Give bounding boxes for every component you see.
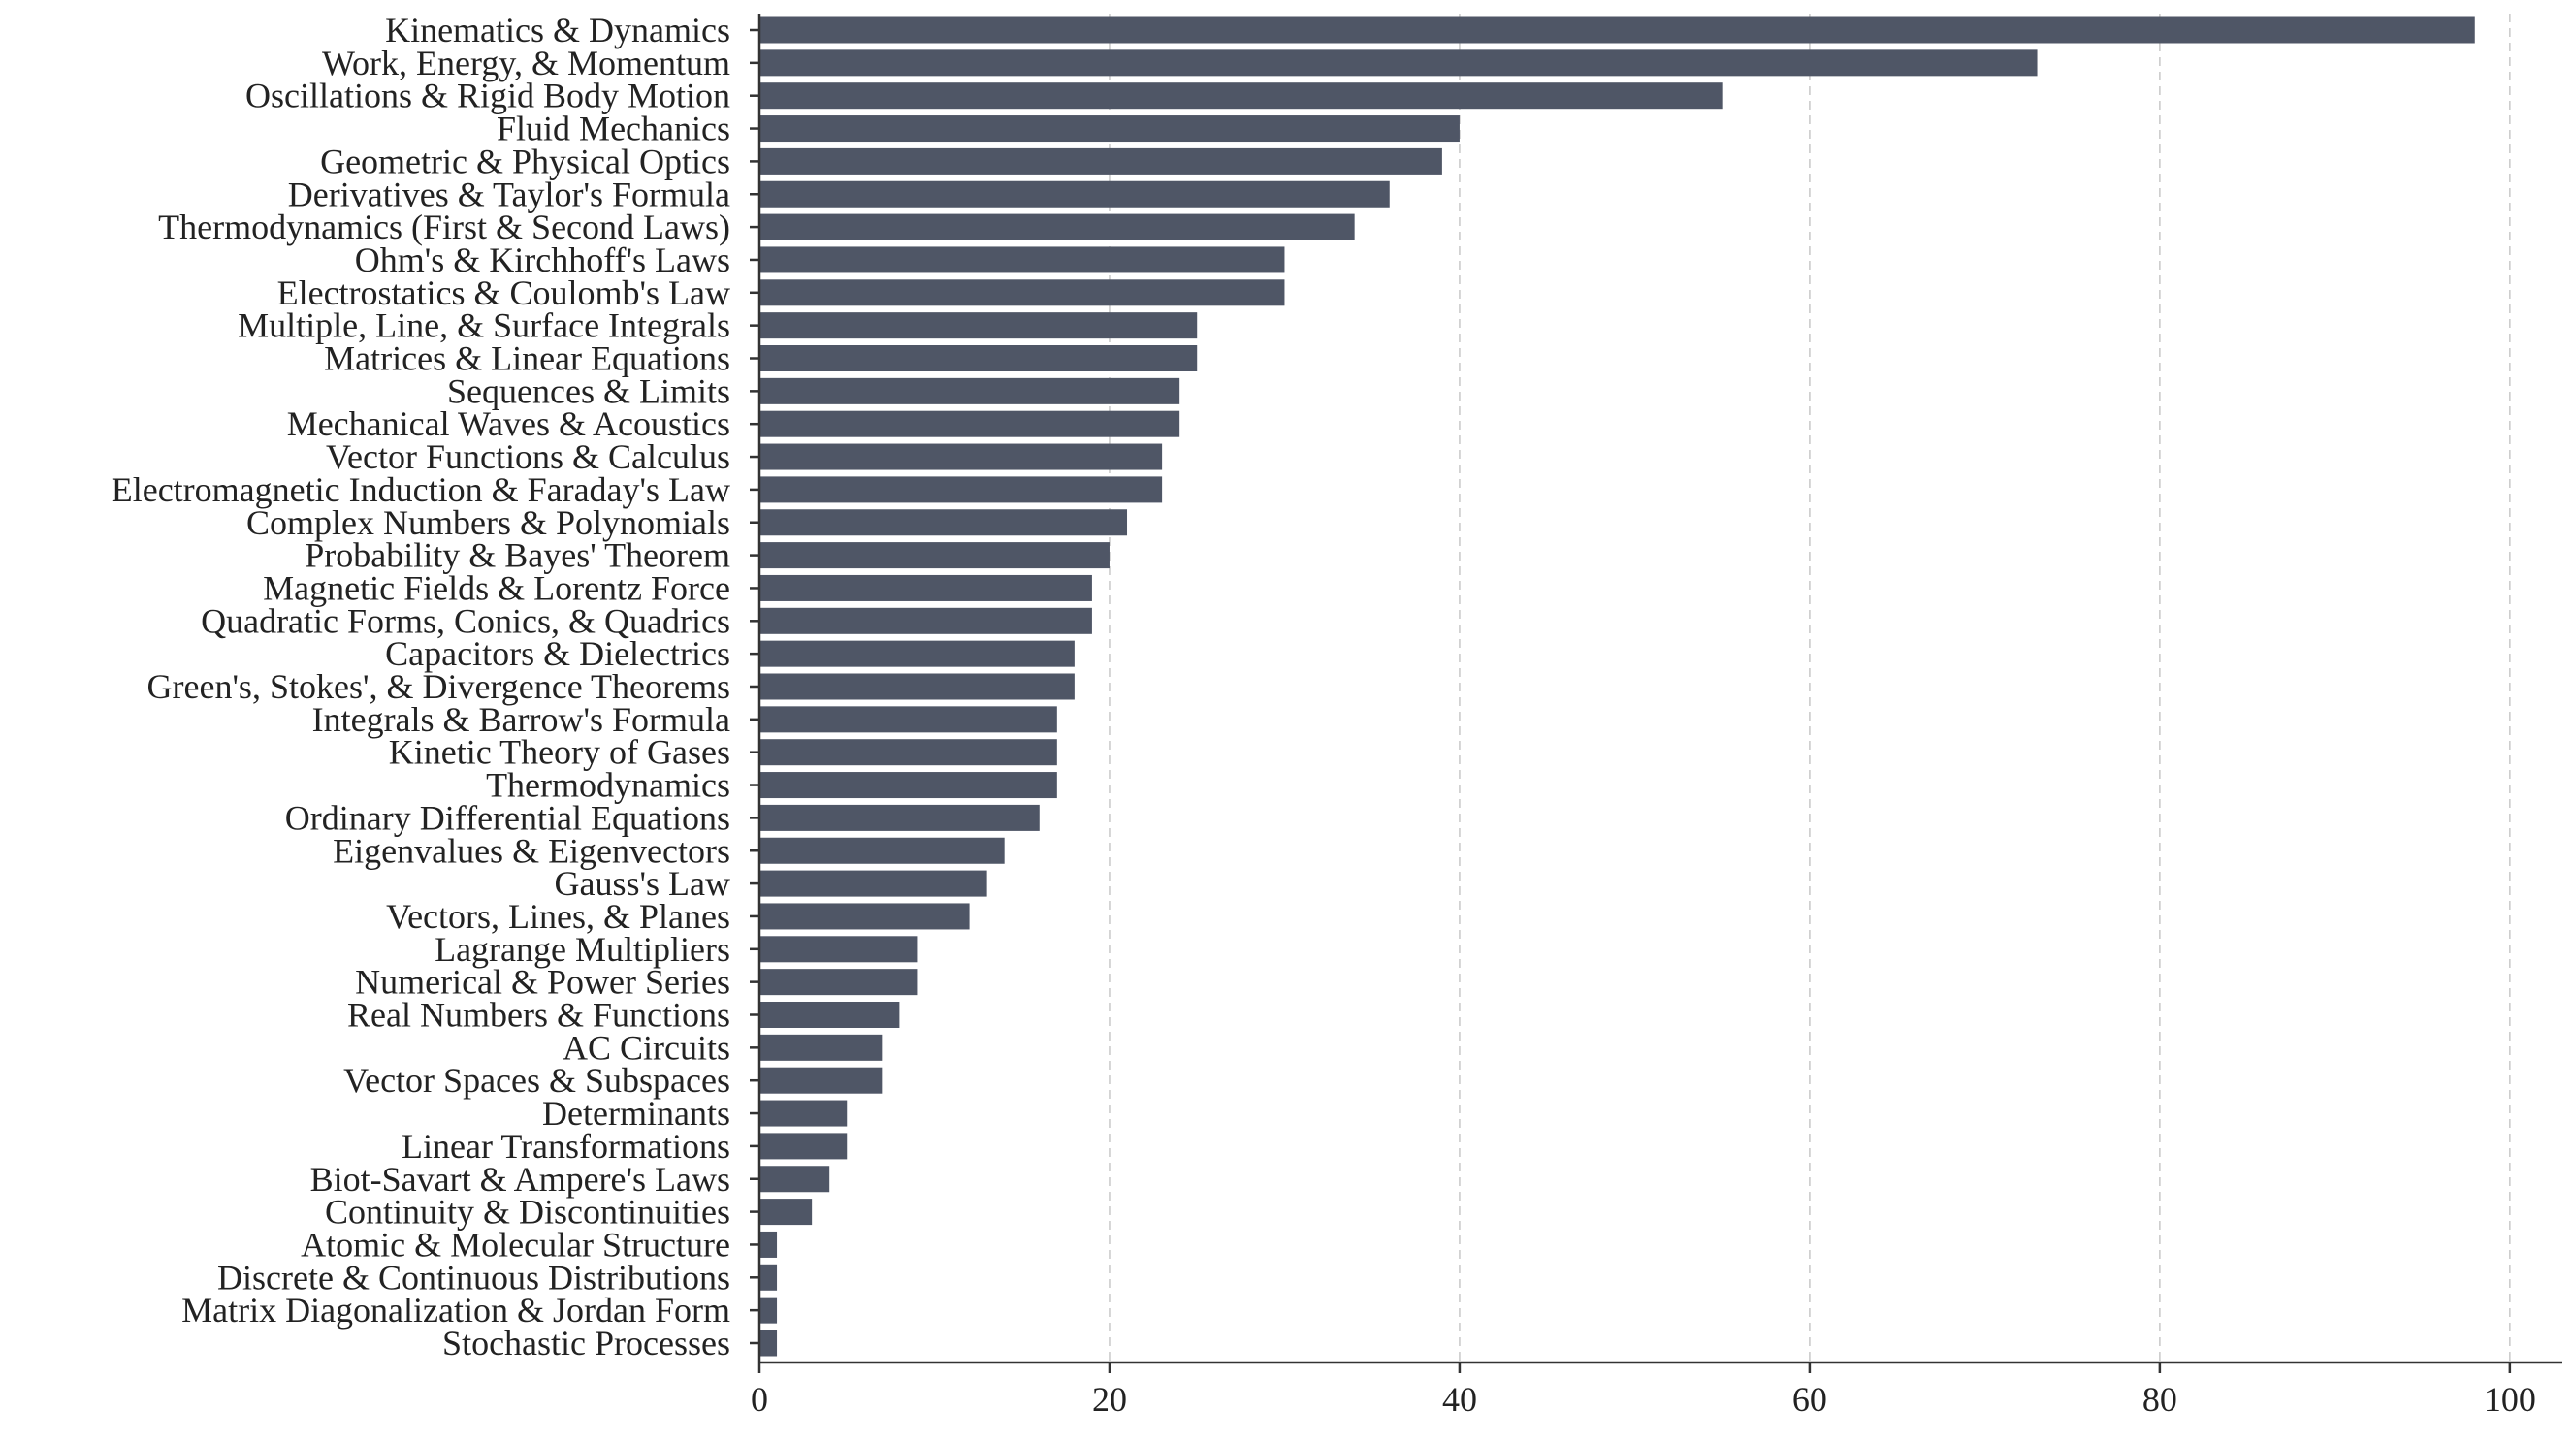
bar-33 — [759, 1067, 883, 1094]
bar-32 — [759, 1034, 883, 1061]
bar-30 — [759, 969, 918, 996]
bar-37 — [759, 1199, 813, 1226]
bar-11 — [759, 345, 1198, 371]
bar-16 — [759, 509, 1128, 536]
bar-41 — [759, 1330, 778, 1357]
axis-layer — [750, 14, 2562, 1373]
category-label: Work, Energy, & Momentum — [322, 44, 730, 82]
category-label: Matrix Diagonalization & Jordan Form — [181, 1291, 730, 1330]
bar-35 — [759, 1133, 848, 1160]
category-label: Eigenvalues & Eigenvectors — [333, 831, 730, 870]
grid-layer — [1109, 14, 2511, 1362]
category-label: Matrices & Linear Equations — [324, 339, 730, 378]
bar-34 — [759, 1100, 848, 1127]
bar-31 — [759, 1002, 900, 1028]
category-label: Oscillations & Rigid Body Motion — [245, 77, 730, 115]
bar-17 — [759, 542, 1110, 569]
bar-4 — [759, 115, 1460, 143]
bar-10 — [759, 312, 1198, 339]
category-label: Quadratic Forms, Conics, & Quadrics — [201, 601, 730, 640]
bar-8 — [759, 246, 1285, 273]
category-label: Derivatives & Taylor's Formula — [288, 175, 730, 213]
bar-14 — [759, 443, 1163, 470]
category-label: Thermodynamics (First & Second Laws) — [158, 208, 730, 246]
category-label: Magnetic Fields & Lorentz Force — [263, 568, 730, 607]
category-label: Multiple, Line, & Surface Integrals — [238, 306, 730, 345]
bar-7 — [759, 213, 1355, 240]
category-label: Stochastic Processes — [442, 1324, 730, 1362]
bar-19 — [759, 607, 1092, 634]
bar-28 — [759, 903, 970, 930]
bar-40 — [759, 1297, 778, 1324]
bar-27 — [759, 870, 987, 897]
bar-29 — [759, 936, 918, 963]
x-tick-label-20: 20 — [1092, 1380, 1127, 1419]
category-label: Lagrange Multipliers — [435, 930, 730, 969]
category-label: Electrostatics & Coulomb's Law — [277, 273, 730, 312]
category-label: Complex Numbers & Polynomials — [246, 503, 730, 542]
x-tick-label-60: 60 — [1792, 1380, 1827, 1419]
category-label: Geometric & Physical Optics — [320, 142, 730, 180]
bar-6 — [759, 180, 1390, 208]
bar-3 — [759, 82, 1723, 110]
bar-39 — [759, 1264, 778, 1291]
category-label: Kinematics & Dynamics — [385, 11, 730, 49]
category-label: Fluid Mechanics — [497, 110, 730, 148]
category-label: Biot-Savart & Ampere's Laws — [310, 1160, 730, 1199]
bar-13 — [759, 410, 1180, 437]
x-tick-label-100: 100 — [2484, 1380, 2536, 1419]
category-label: Sequences & Limits — [447, 371, 730, 410]
category-label: Green's, Stokes', & Divergence Theorems — [147, 667, 731, 706]
category-label: Real Numbers & Functions — [347, 996, 730, 1035]
x-tick-label-80: 80 — [2142, 1380, 2177, 1419]
bar-23 — [759, 739, 1057, 766]
bar-12 — [759, 377, 1180, 404]
category-label: Integrals & Barrow's Formula — [312, 700, 730, 739]
bar-25 — [759, 804, 1040, 831]
category-label: Atomic & Molecular Structure — [301, 1225, 730, 1264]
bar-5 — [759, 147, 1442, 175]
category-label: Ordinary Differential Equations — [285, 798, 730, 837]
category-label: Electromagnetic Induction & Faraday's La… — [112, 470, 730, 509]
category-label: Kinetic Theory of Gases — [389, 733, 730, 772]
category-label: Vector Spaces & Subspaces — [343, 1061, 730, 1100]
bar-18 — [759, 574, 1092, 601]
bar-22 — [759, 706, 1057, 733]
category-label: Vector Functions & Calculus — [326, 437, 730, 476]
category-label: Ohm's & Kirchhoff's Laws — [355, 240, 730, 279]
x-tick-label-40: 40 — [1442, 1380, 1477, 1419]
category-label: Vectors, Lines, & Planes — [386, 897, 730, 936]
bar-1 — [759, 16, 2475, 44]
category-label: Determinants — [542, 1094, 730, 1133]
bar-20 — [759, 640, 1075, 667]
category-label: Mechanical Waves & Acoustics — [287, 404, 730, 443]
bar-layer — [759, 16, 2475, 1357]
category-label: Linear Transformations — [402, 1127, 730, 1166]
bar-38 — [759, 1231, 778, 1258]
bar-2 — [759, 49, 2038, 77]
category-label: Capacitors & Dielectrics — [385, 634, 730, 673]
category-label: Discrete & Continuous Distributions — [217, 1258, 730, 1297]
bar-24 — [759, 772, 1057, 799]
category-label: Continuity & Discontinuities — [325, 1193, 730, 1232]
bar-36 — [759, 1166, 830, 1193]
x-tick-label-0: 0 — [751, 1380, 768, 1419]
category-label: AC Circuits — [563, 1028, 730, 1067]
category-label: Numerical & Power Series — [355, 963, 730, 1002]
bar-9 — [759, 279, 1285, 306]
category-label: Thermodynamics — [486, 766, 730, 805]
bar-21 — [759, 673, 1075, 700]
category-label: Gauss's Law — [555, 864, 730, 903]
bar-26 — [759, 837, 1005, 864]
bar-15 — [759, 476, 1163, 503]
category-label: Probability & Bayes' Theorem — [305, 536, 730, 575]
